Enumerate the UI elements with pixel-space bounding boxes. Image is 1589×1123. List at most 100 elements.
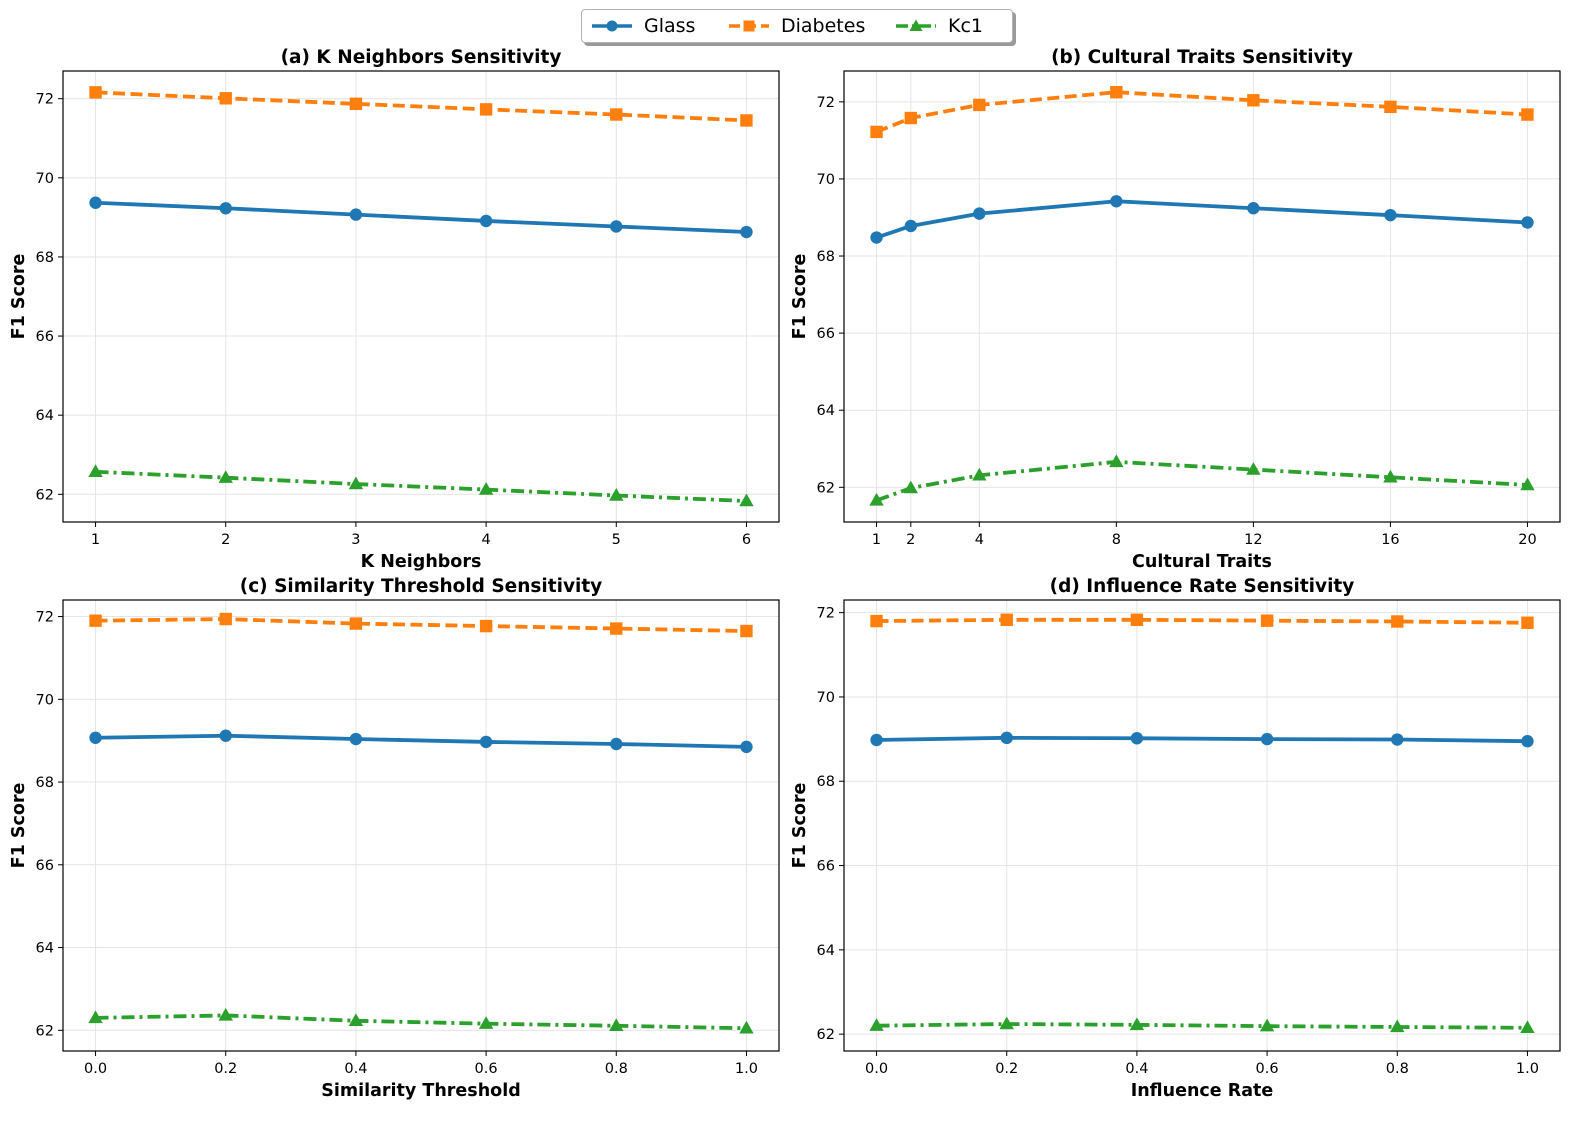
legend-diabetes-swatch [729, 20, 769, 32]
series-line-diabetes [875, 90, 1528, 134]
series-line-glass [875, 199, 1528, 240]
data-point-diabetes-0 [89, 614, 102, 627]
data-point-diabetes-2 [219, 92, 232, 105]
legend-kc1-swatch [896, 19, 936, 31]
data-point-glass-0-2 [219, 729, 232, 742]
legend-item-kc1: Kc1 [894, 10, 983, 42]
legend-item-diabetes: Diabetes [727, 10, 865, 42]
x-tick-label: 0.2 [995, 1061, 1018, 1077]
x-tick-label: 3 [351, 532, 360, 548]
chart-panel-c: 0.0 0.2 0.4 0.6 0.8 1.0 62 64 66 68 70 72 (c) Simila… [9, 576, 780, 1101]
y-tick-label: 62 [36, 487, 54, 503]
x-tick-label: 16 [1381, 532, 1399, 548]
y-tick-label: 62 [817, 1027, 835, 1043]
legend-label-diabetes: Diabetes [781, 15, 866, 37]
x-axis-label: K Neighbors [361, 552, 482, 572]
data-point-diabetes-5 [610, 108, 623, 121]
y-tick-label: 70 [36, 692, 54, 708]
x-tick-label: 4 [975, 532, 984, 548]
x-tick-label: 20 [1518, 532, 1536, 548]
y-axis-label: F1 Score [790, 254, 810, 340]
data-point-kc1-0-4 [348, 1013, 364, 1026]
series-line-glass [95, 200, 747, 234]
legend: Glass Diabetes Kc1 [581, 9, 1013, 43]
data-point-glass-5 [610, 220, 623, 233]
data-point-glass-0-6 [1260, 732, 1274, 746]
y-tick-label: 70 [36, 171, 54, 187]
data-point-diabetes-6 [740, 114, 753, 127]
x-tick-label: 1 [91, 532, 100, 548]
y-tick-label: 66 [817, 326, 835, 342]
data-point-kc1-1 [869, 492, 884, 506]
data-point-diabetes-4 [479, 103, 493, 116]
data-point-kc1-4 [478, 482, 494, 495]
data-point-glass-2 [904, 219, 918, 233]
data-point-kc1-1 [1520, 1020, 1535, 1034]
data-point-diabetes-0-4 [349, 617, 363, 630]
data-point-kc1-12 [1246, 462, 1261, 475]
series-line-diabetes [876, 617, 1528, 625]
data-point-diabetes-4 [973, 98, 986, 112]
chart-title: (d) Influence Rate Sensitivity [1050, 576, 1355, 597]
data-point-kc1-20 [1520, 477, 1535, 491]
data-point-glass-0-6 [479, 735, 493, 749]
x-tick-label: 0.0 [865, 1061, 888, 1077]
y-tick-label: 68 [36, 250, 54, 266]
x-tick-label: 12 [1244, 532, 1262, 548]
data-point-glass-0-8 [610, 737, 623, 751]
y-tick-label: 68 [817, 249, 835, 265]
plot-frame [62, 599, 780, 1052]
x-tick-label: 0.2 [214, 1061, 237, 1077]
x-tick-label: 0.6 [1256, 1061, 1279, 1077]
data-point-diabetes-0-8 [1391, 615, 1404, 628]
x-tick-label: 1 [872, 532, 881, 548]
data-point-kc1-6 [739, 493, 754, 507]
data-point-kc1-0-8 [1390, 1019, 1405, 1033]
data-point-glass-20 [1521, 216, 1534, 229]
plot-frame [843, 70, 1561, 523]
legend-glass-swatch [592, 20, 632, 32]
y-tick-label: 70 [817, 172, 835, 188]
y-axis-label: F1 Score [9, 783, 29, 869]
data-point-diabetes-1 [870, 125, 883, 139]
y-tick-label: 64 [817, 943, 835, 959]
x-tick-label: 1.0 [735, 1061, 758, 1077]
data-point-diabetes-20 [1521, 108, 1534, 121]
data-point-diabetes-3 [349, 97, 363, 111]
data-point-diabetes-1 [1521, 616, 1534, 629]
series-line-kc1 [95, 469, 747, 503]
y-tick-label: 64 [36, 941, 54, 957]
x-tick-label: 6 [742, 532, 751, 548]
data-point-glass-0-4 [1130, 732, 1144, 745]
data-point-kc1-0-6 [1259, 1018, 1275, 1032]
series-line-kc1 [876, 1022, 1528, 1030]
x-tick-label: 0.8 [1386, 1061, 1409, 1077]
data-point-kc1-2 [218, 470, 233, 483]
data-point-diabetes-1 [89, 86, 102, 99]
data-point-kc1-0-8 [609, 1018, 624, 1031]
data-point-kc1-2 [903, 480, 919, 494]
x-tick-label: 0.0 [84, 1061, 107, 1077]
data-point-glass-3 [349, 208, 363, 221]
x-tick-label: 2 [906, 532, 915, 548]
data-point-kc1-5 [609, 487, 624, 501]
x-tick-label: 8 [1112, 532, 1121, 548]
data-point-diabetes-0-6 [1260, 614, 1274, 627]
data-point-kc1-0-6 [478, 1016, 494, 1029]
x-tick-label: 2 [221, 532, 230, 548]
y-tick-label: 64 [36, 408, 54, 424]
plot-frame [62, 70, 780, 523]
y-tick-label: 68 [817, 774, 835, 790]
legend-item-glass: Glass [590, 10, 695, 42]
series-line-kc1 [875, 459, 1528, 503]
data-point-kc1-0 [869, 1018, 884, 1031]
y-tick-label: 72 [817, 95, 835, 111]
x-tick-label: 1.0 [1516, 1061, 1539, 1077]
data-point-kc1-0-4 [1129, 1017, 1145, 1031]
data-point-kc1-16 [1383, 469, 1398, 483]
data-point-diabetes-8 [1110, 86, 1123, 99]
data-point-glass-6 [740, 225, 753, 239]
data-point-glass-0-2 [1000, 731, 1013, 745]
y-tick-label: 68 [36, 775, 54, 791]
